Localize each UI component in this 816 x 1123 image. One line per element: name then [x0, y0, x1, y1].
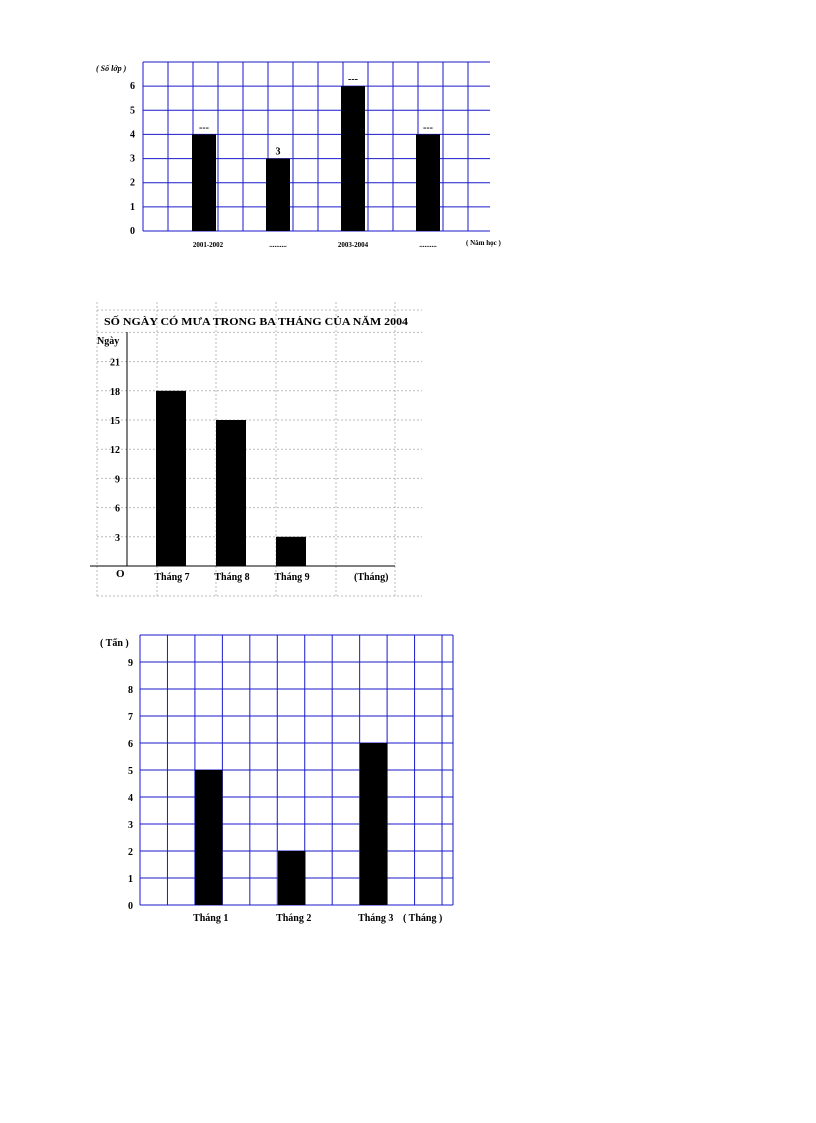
chart2-grid [90, 302, 422, 597]
chart1-bar [341, 86, 365, 232]
chart3-y-axis-label: ( Tấn ) [100, 638, 129, 649]
chart1-y-tick-label: 2 [130, 178, 135, 189]
chart2-y-tick-label: 15 [110, 416, 120, 427]
chart1-data-label: 3 [276, 147, 281, 158]
chart3-y-tick-label: 6 [128, 739, 133, 750]
chart3-y-tick-label: 2 [128, 847, 133, 858]
chart2-y-tick-label: 12 [110, 445, 120, 456]
chart3-y-tick-label: 0 [128, 901, 133, 912]
chart3-y-ticks: 0 1 2 3 4 5 6 7 8 9 [128, 658, 133, 912]
chart3-bar [360, 743, 388, 905]
chart3-x-tick-label: Tháng 3 [358, 913, 393, 924]
chart1-data-label: --- [423, 122, 433, 133]
chart2-y-tick-label: 21 [110, 358, 120, 369]
chart-tonnage: 0 1 2 3 4 5 6 7 8 9 Tháng 1 Tháng 2 Tháng 3 ( Tấn )… [100, 634, 454, 924]
chart2-bars [156, 390, 306, 566]
chart2-y-tick-label: 18 [110, 387, 120, 398]
chart3-y-tick-label: 9 [128, 658, 133, 669]
chart3-y-tick-label: 1 [128, 874, 133, 885]
chart3-bar [278, 851, 306, 905]
chart-rainy-days: 3 6 9 12 15 18 21 Tháng 7 Tháng 8 Tháng 9 SỐ NGÀ… [90, 302, 422, 597]
chart1-bars [192, 86, 440, 232]
chart2-bar [156, 390, 186, 566]
chart1-y-tick-label: 5 [130, 105, 135, 116]
chart3-x-tick-label: Tháng 1 [193, 913, 228, 924]
chart2-x-axis-label: (Tháng) [354, 572, 388, 583]
chart3-bar [195, 770, 223, 905]
chart3-bars [195, 743, 388, 905]
chart1-x-tick-label: .......... [269, 241, 287, 249]
chart1-x-axis-label: ( Năm học ) [466, 239, 501, 247]
chart2-x-tick-label: Tháng 7 [154, 572, 189, 583]
chart1-bar [416, 134, 440, 231]
chart1-data-label: --- [199, 122, 209, 133]
chart1-y-tick-label: 3 [130, 154, 135, 165]
chart2-y-tick-label: 9 [115, 474, 120, 485]
chart2-y-ticks: 3 6 9 12 15 18 21 [110, 358, 120, 544]
chart2-x-ticks: Tháng 7 Tháng 8 Tháng 9 [154, 572, 309, 583]
chart1-x-tick-label: .......... [419, 241, 437, 249]
chart3-y-tick-label: 3 [128, 820, 133, 831]
chart3-y-tick-label: 7 [128, 712, 133, 723]
chart1-y-ticks: 0 1 2 3 4 5 6 [130, 81, 135, 237]
chart2-x-tick-label: Tháng 9 [274, 572, 309, 583]
chart-class-count: 0 1 2 3 4 5 6 2001-2002.......... 2003-2004....… [96, 61, 501, 249]
chart2-x-tick-label: Tháng 8 [214, 572, 249, 583]
chart1-x-ticks: 2001-2002.......... 2003-2004.......... [193, 241, 437, 249]
chart2-title: SỐ NGÀY CÓ MƯA TRONG BA THÁNG CỦA NĂM 20… [104, 315, 409, 328]
chart3-x-axis-label: ( Tháng ) [403, 913, 442, 924]
chart3-y-tick-label: 8 [128, 685, 133, 696]
chart3-y-tick-label: 5 [128, 766, 133, 777]
chart2-bar [276, 536, 306, 566]
chart1-bar [266, 158, 290, 231]
chart3-x-ticks: Tháng 1 Tháng 2 Tháng 3 [193, 913, 393, 924]
chart3-x-tick-label: Tháng 2 [276, 913, 311, 924]
chart2-y-tick-label: 6 [115, 504, 120, 515]
chart1-bar [192, 134, 216, 231]
chart1-y-tick-label: 1 [130, 202, 135, 213]
chart1-y-tick-label: 6 [130, 81, 135, 92]
chart2-bar [216, 420, 246, 566]
chart3-y-tick-label: 4 [128, 793, 133, 804]
chart1-y-tick-label: 4 [130, 129, 135, 140]
chart1-x-tick-label: 2003-2004 [338, 241, 369, 249]
chart2-y-tick-label: 3 [115, 533, 120, 544]
chart1-y-axis-label: ( Số lớp ) [96, 64, 127, 73]
chart1-data-label: --- [348, 74, 358, 85]
chart2-y-axis-label: Ngày [97, 336, 119, 347]
chart1-data-labels: --- 3 --- --- [199, 74, 433, 157]
chart1-y-tick-label: 0 [130, 226, 135, 237]
chart2-origin-label: O [116, 568, 125, 580]
chart1-x-tick-label: 2001-2002 [193, 241, 224, 249]
